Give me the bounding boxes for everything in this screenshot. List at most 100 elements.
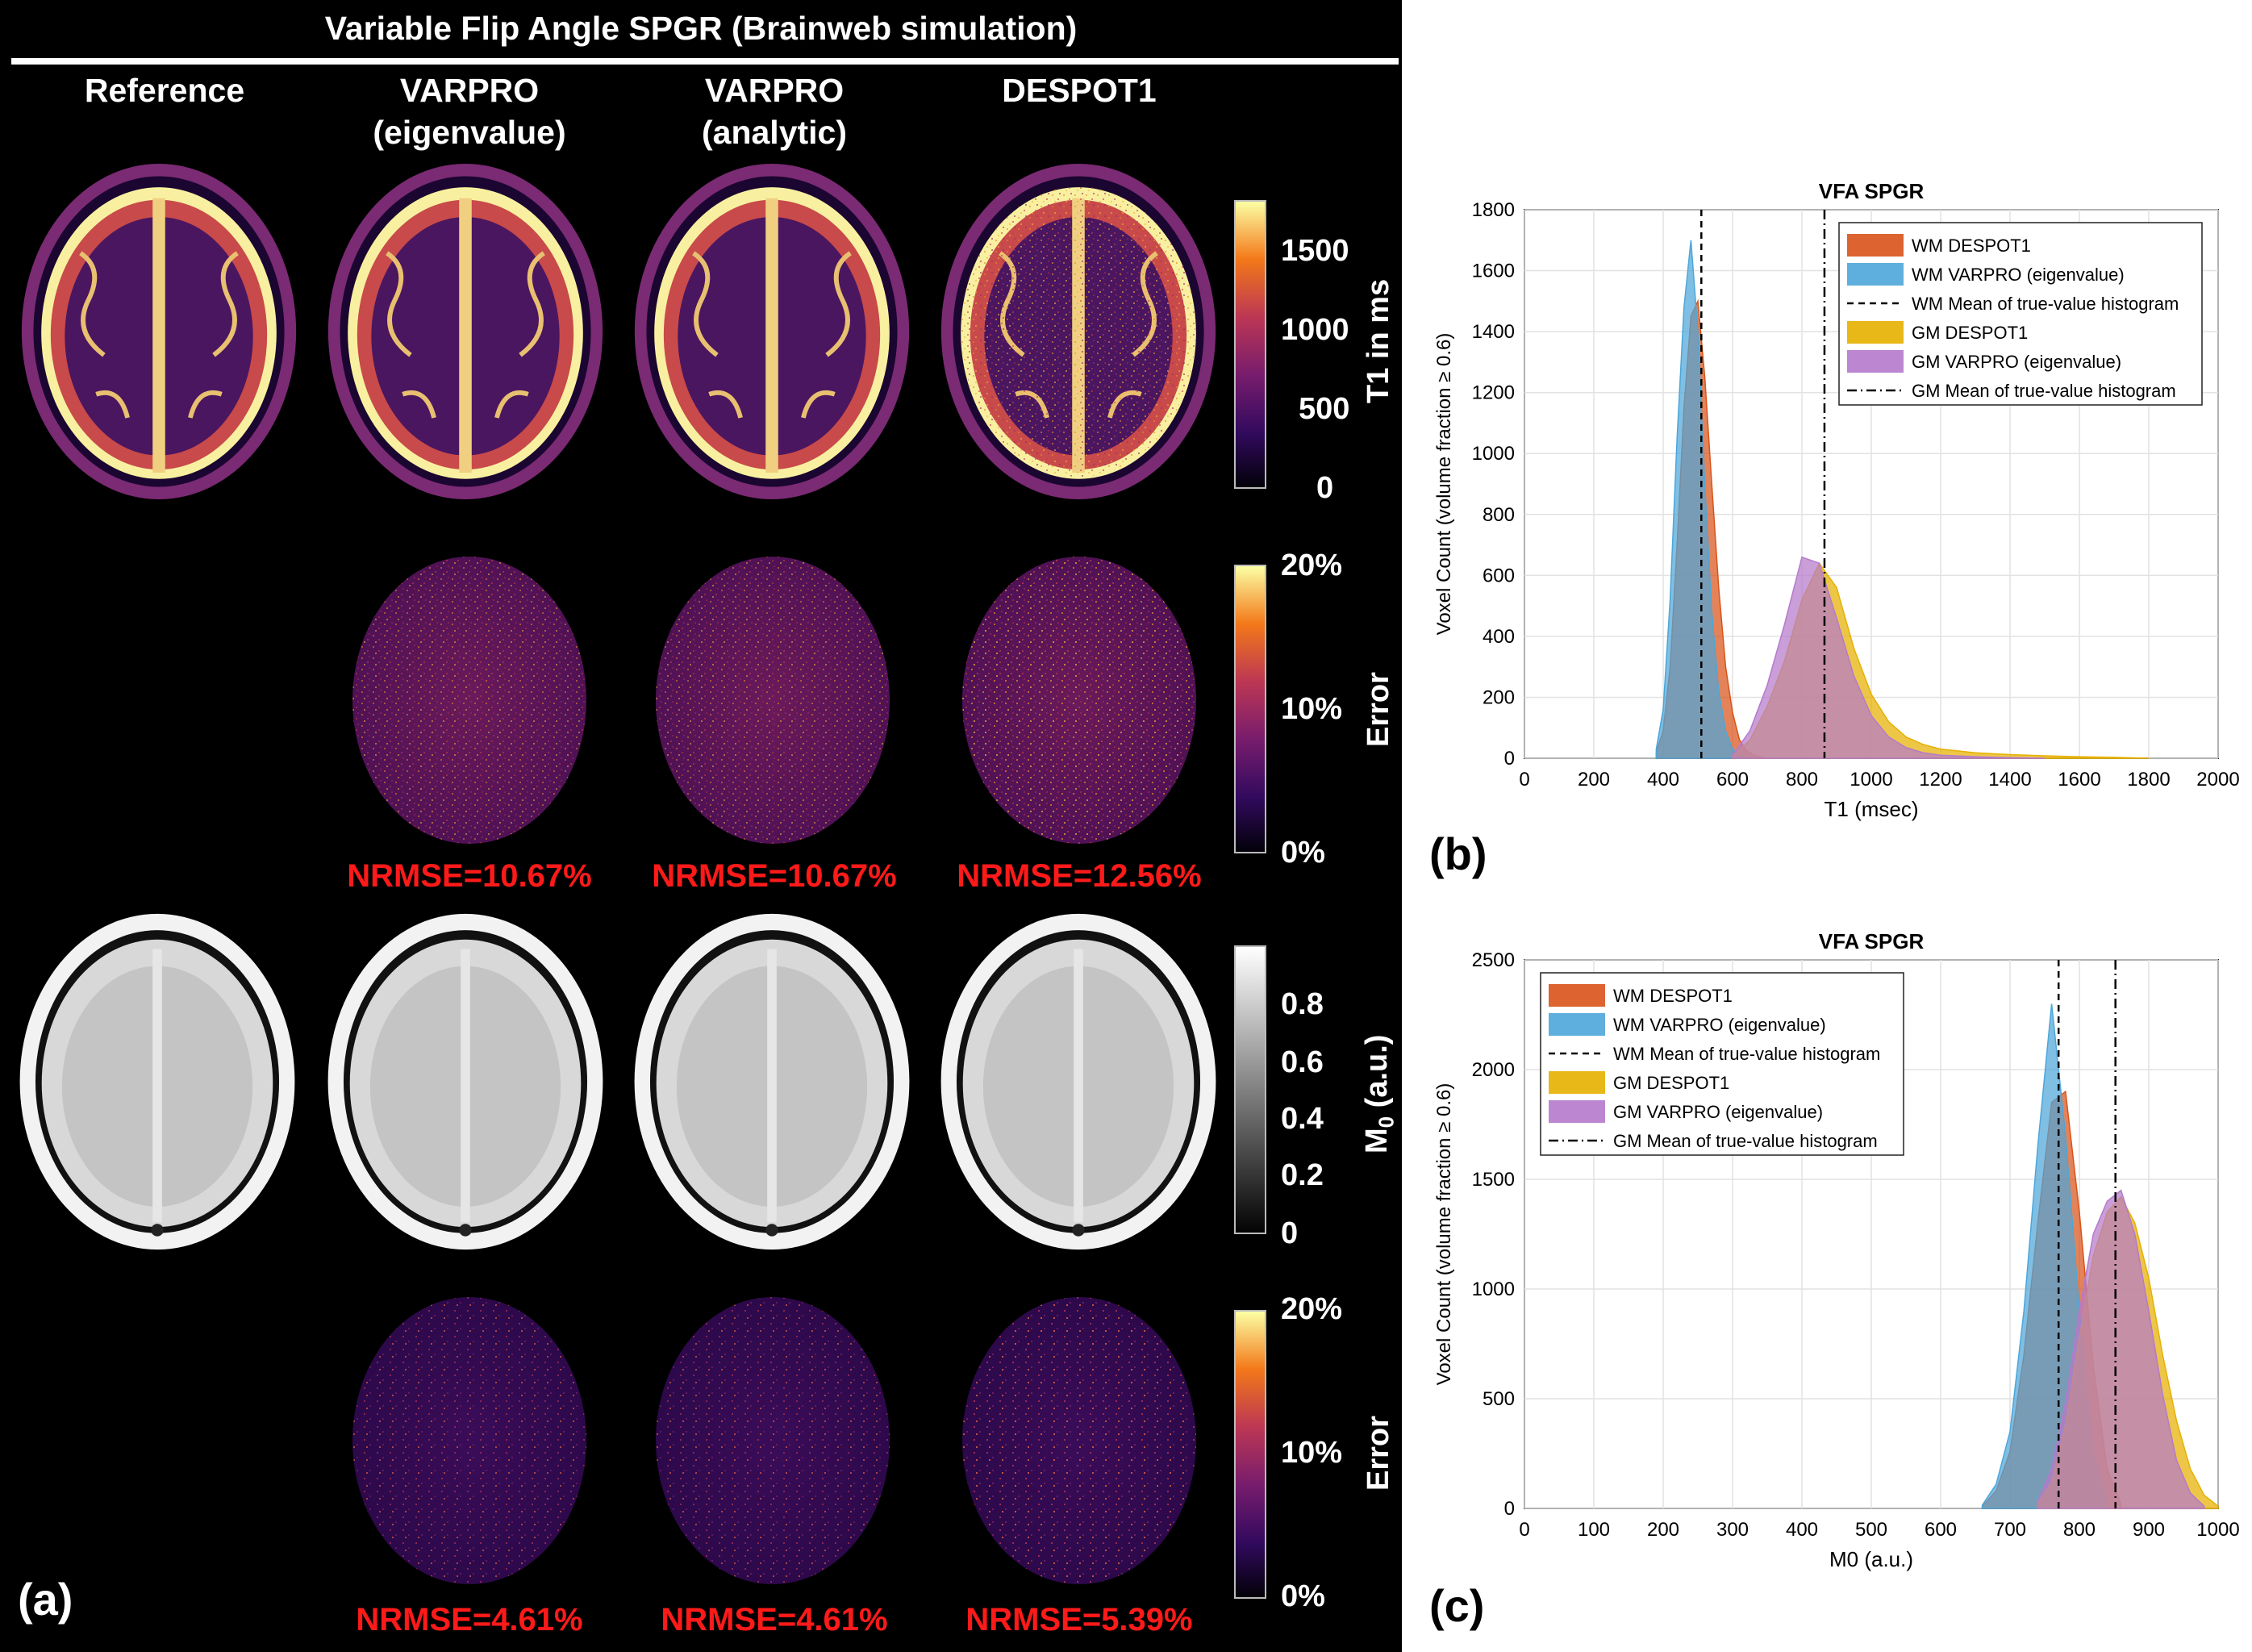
- y-tick-label: 400: [1483, 626, 1515, 648]
- column-header-line2: (analytic): [702, 114, 847, 151]
- column-header-despot1: DESPOT1: [934, 69, 1224, 111]
- column-header-line1: Reference: [84, 72, 245, 109]
- x-tick-label: 500: [1855, 1519, 1887, 1541]
- t1-error-map-varpro-eigenvalue: [352, 557, 586, 844]
- legend-entry-label: WM VARPRO (eigenvalue): [1912, 265, 2125, 285]
- y-tick-label: 1000: [1472, 443, 1515, 465]
- m0-error-map-despot1: [962, 1297, 1196, 1584]
- x-tick-label: 300: [1716, 1519, 1749, 1541]
- legend-swatch: [1847, 263, 1904, 286]
- t1-colorbar-tick: 500: [1299, 392, 1350, 426]
- x-tick-label: 1200: [1919, 769, 1962, 791]
- x-axis-label: T1 (msec): [1825, 797, 1919, 821]
- m0-histogram-chart: VFA SPGR 0 100 200 300 400 500 600 700 800 900 1000…: [1433, 929, 2240, 1571]
- m0-error-map-varpro-analytic: [656, 1297, 890, 1584]
- x-tick-label: 900: [2133, 1519, 2165, 1541]
- legend-entry-label: GM VARPRO (eigenvalue): [1912, 352, 2121, 372]
- t1-error-colorbar-tick: 0%: [1281, 836, 1325, 870]
- y-tick-label: 500: [1483, 1388, 1515, 1410]
- m0-error-colorbar-tick: 0%: [1281, 1579, 1325, 1613]
- x-tick-label: 200: [1647, 1519, 1679, 1541]
- m0-label-suffix: (a.u.): [1360, 1034, 1394, 1116]
- legend-entry-label: GM DESPOT1: [1912, 323, 2028, 343]
- y-axis-label: Voxel Count (volume fraction ≥ 0.6): [1433, 333, 1455, 636]
- panel-a-title: Variable Flip Angle SPGR (Brainweb simul…: [324, 10, 1078, 47]
- x-tick-label: 0: [1519, 769, 1529, 791]
- column-header-line2: (eigenvalue): [373, 114, 566, 151]
- m0-colorbar: [1234, 945, 1266, 1234]
- t1-map-despot1: [937, 158, 1220, 505]
- panel-c-letter: (c): [1429, 1580, 1485, 1631]
- t1-error-colorbar-tick: 20%: [1281, 549, 1343, 582]
- column-header-line1: VARPRO: [399, 72, 540, 109]
- x-tick-label: 1800: [2127, 769, 2170, 791]
- chart-title: VFA SPGR: [1819, 929, 1925, 953]
- x-tick-label: 0: [1519, 1519, 1529, 1541]
- y-tick-label: 2500: [1472, 949, 1515, 971]
- x-tick-label: 600: [1925, 1519, 1957, 1541]
- column-header-varpro-eigenvalue: VARPRO (eigenvalue): [324, 69, 615, 153]
- m0-error-colorbar-tick: 20%: [1281, 1292, 1343, 1326]
- y-tick-label: 1200: [1472, 382, 1515, 404]
- m0-error-colorbar-tick: 10%: [1281, 1436, 1343, 1470]
- t1-map-reference: [18, 158, 300, 505]
- y-tick-label: 0: [1504, 748, 1515, 770]
- m0-label-main: M: [1360, 1128, 1394, 1153]
- m0-map-varpro-analytic: [629, 910, 915, 1254]
- m0-label-subscript: 0: [1374, 1116, 1399, 1128]
- m0-map-varpro-eigenvalue: [323, 910, 608, 1254]
- x-axis-label: M0 (a.u.): [1829, 1547, 1913, 1571]
- histogram-series-3: [1732, 556, 2046, 759]
- m0-map-reference: [15, 910, 300, 1254]
- legend-swatch: [1847, 350, 1904, 373]
- m0-error-colorbar: [1234, 1310, 1266, 1599]
- legend-entry-label: WM Mean of true-value histogram: [1912, 294, 2179, 314]
- y-tick-label: 1600: [1472, 261, 1515, 282]
- t1-error-colorbar-tick: 10%: [1281, 692, 1343, 726]
- y-tick-label: 2000: [1472, 1059, 1515, 1081]
- column-header-line1: DESPOT1: [1002, 72, 1157, 109]
- panel-b-letter: (b): [1429, 828, 1487, 879]
- t1-error-colorbar: [1234, 565, 1266, 853]
- x-tick-label: 1600: [2058, 769, 2100, 791]
- m0-nrmse-varpro-analytic: NRMSE=4.61%: [661, 1602, 888, 1637]
- column-header-reference: Reference: [19, 69, 310, 111]
- x-tick-label: 400: [1786, 1519, 1818, 1541]
- legend-entry-label: WM Mean of true-value histogram: [1613, 1044, 1880, 1064]
- x-tick-label: 600: [1716, 769, 1749, 791]
- x-tick-label: 1000: [2196, 1519, 2239, 1541]
- t1-colorbar-tick: 0: [1316, 471, 1334, 505]
- m0-nrmse-varpro-eigenvalue: NRMSE=4.61%: [356, 1602, 583, 1637]
- t1-colorbar-label: T1 in ms: [1362, 278, 1395, 403]
- x-tick-label: 400: [1647, 769, 1679, 791]
- t1-histogram-chart: VFA SPGR 0 200 400 600 800 1000 1200 1400 1600 180…: [1433, 179, 2240, 821]
- legend-entry-label: GM DESPOT1: [1613, 1073, 1729, 1093]
- legend-entry-label: WM VARPRO (eigenvalue): [1613, 1015, 1826, 1035]
- t1-colorbar-tick: 1500: [1281, 234, 1349, 268]
- legend-entry-label: GM Mean of true-value histogram: [1613, 1131, 1878, 1151]
- legend-swatch: [1549, 984, 1605, 1007]
- x-tick-label: 200: [1578, 769, 1610, 791]
- y-tick-label: 1000: [1472, 1279, 1515, 1300]
- y-tick-label: 1500: [1472, 1169, 1515, 1191]
- y-axis-label: Voxel Count (volume fraction ≥ 0.6): [1433, 1083, 1455, 1386]
- m0-nrmse-despot1: NRMSE=5.39%: [965, 1602, 1193, 1637]
- legend-swatch: [1549, 1071, 1605, 1094]
- column-header-line1: VARPRO: [704, 72, 844, 109]
- legend-entry-label: WM DESPOT1: [1912, 236, 2031, 256]
- m0-error-map-varpro-eigenvalue: [352, 1297, 586, 1584]
- y-tick-label: 0: [1504, 1498, 1515, 1520]
- t1-colorbar-tick: 1000: [1281, 313, 1349, 347]
- m0-colorbar-tick: 0.4: [1281, 1102, 1324, 1136]
- title-underline: [11, 58, 1399, 65]
- t1-colorbar: [1234, 200, 1266, 489]
- y-tick-label: 800: [1483, 504, 1515, 526]
- m0-error-colorbar-label: Error: [1362, 1416, 1395, 1491]
- t1-map-varpro-eigenvalue: [324, 158, 607, 505]
- t1-error-map-varpro-analytic: [656, 557, 890, 844]
- x-tick-label: 1000: [1850, 769, 1892, 791]
- m0-colorbar-tick: 0.2: [1281, 1158, 1324, 1192]
- y-tick-label: 1800: [1472, 199, 1515, 221]
- legend-swatch: [1549, 1013, 1605, 1036]
- column-header-varpro-analytic: VARPRO (analytic): [629, 69, 920, 153]
